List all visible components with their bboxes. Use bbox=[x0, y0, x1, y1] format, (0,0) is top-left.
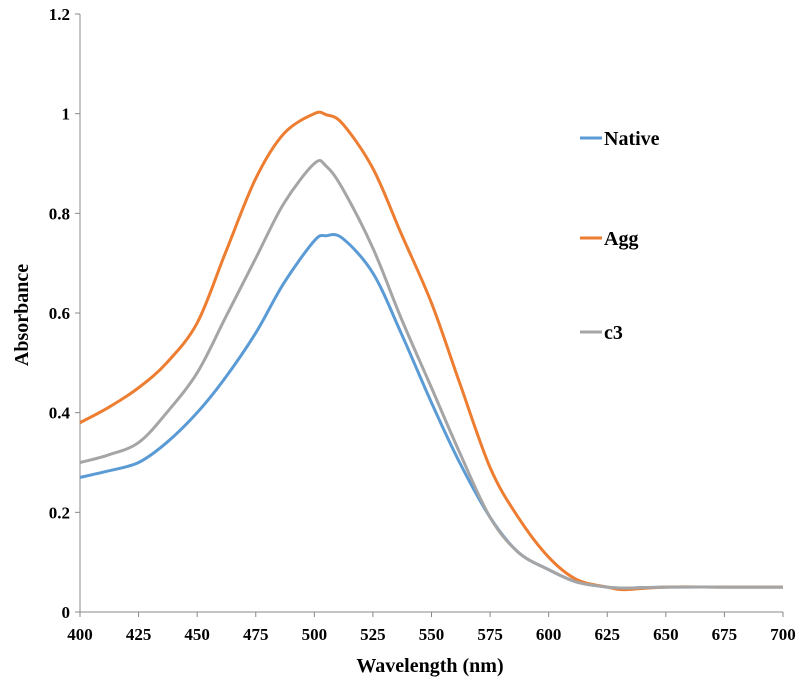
y-tick-label: 0 bbox=[62, 603, 71, 622]
x-tick-label: 575 bbox=[477, 625, 503, 644]
series-line-agg bbox=[79, 110, 783, 592]
x-tick-label: 425 bbox=[126, 625, 152, 644]
legend-label-agg: Agg bbox=[604, 228, 638, 250]
y-tick-label: 0.6 bbox=[49, 304, 70, 323]
x-tick-label: 700 bbox=[770, 625, 796, 644]
legend-label-c3: c3 bbox=[604, 322, 623, 344]
y-tick-label: 0.8 bbox=[49, 204, 70, 223]
x-tick-label: 600 bbox=[536, 625, 562, 644]
y-axis-title: Absorbance bbox=[11, 264, 33, 366]
x-tick-label: 525 bbox=[360, 625, 386, 644]
x-tick-label: 450 bbox=[184, 625, 210, 644]
y-tick-label: 0.4 bbox=[49, 404, 71, 423]
y-tick-label: 1 bbox=[62, 105, 71, 124]
x-tick-label: 650 bbox=[653, 625, 679, 644]
x-tick-label: 500 bbox=[302, 625, 328, 644]
series-line-native bbox=[79, 233, 783, 590]
y-tick-label: 1.2 bbox=[49, 5, 70, 24]
series-line-c3 bbox=[79, 158, 783, 590]
x-tick-label: 475 bbox=[243, 625, 269, 644]
x-tick-label: 550 bbox=[419, 625, 445, 644]
y-tick-label: 0.2 bbox=[49, 503, 70, 522]
x-axis-title: Wavelength (nm) bbox=[356, 655, 503, 677]
legend-label-native: Native bbox=[604, 128, 660, 150]
x-tick-label: 675 bbox=[712, 625, 738, 644]
x-tick-label: 400 bbox=[67, 625, 93, 644]
x-tick-label: 625 bbox=[595, 625, 621, 644]
